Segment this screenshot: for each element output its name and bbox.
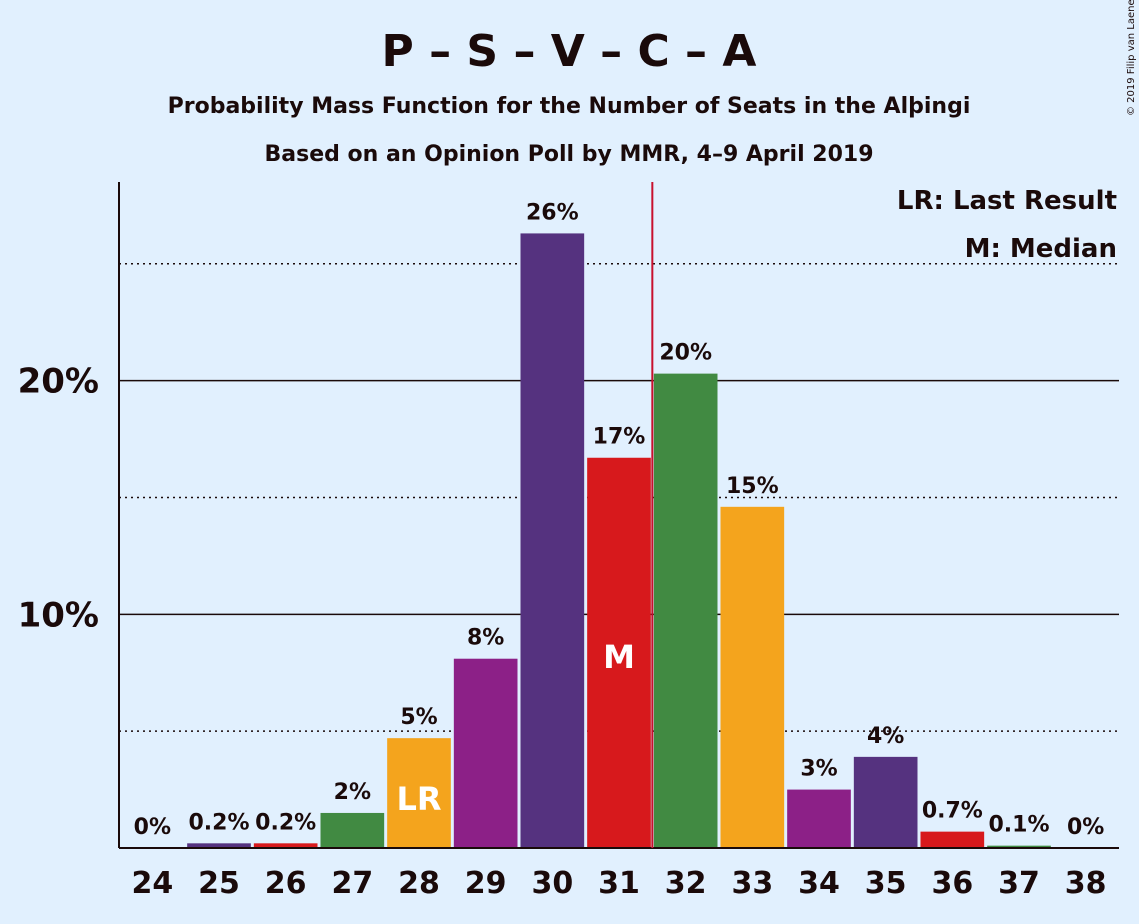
x-tick-label-30: 30 <box>531 866 573 901</box>
x-tick-label-32: 32 <box>665 866 707 901</box>
data-label-26: 0.2% <box>255 810 316 835</box>
y-axis-ticks: 10% 20% <box>18 362 99 636</box>
x-tick-label-26: 26 <box>265 866 307 901</box>
x-tick-label-29: 29 <box>465 866 507 901</box>
data-label-29: 8% <box>467 626 504 651</box>
median-marker: M <box>603 638 635 676</box>
data-label-32: 20% <box>659 341 712 366</box>
chart-subtitle: Probability Mass Function for the Number… <box>168 94 971 119</box>
data-label-33: 15% <box>726 474 779 499</box>
data-label-30: 26% <box>526 200 579 225</box>
data-label-24: 0% <box>134 815 171 840</box>
data-label-25: 0.2% <box>188 810 249 835</box>
bar-27 <box>320 812 385 848</box>
bar-28 <box>387 738 451 848</box>
data-label-28: 5% <box>400 705 437 730</box>
legend-last-result: LR: Last Result <box>897 186 1117 216</box>
bar-36 <box>920 831 985 848</box>
bar-33 <box>720 506 785 848</box>
data-label-36: 0.7% <box>922 799 983 824</box>
bar-31 <box>587 457 651 848</box>
bar-35 <box>853 756 918 848</box>
data-label-35: 4% <box>867 724 904 749</box>
x-tick-label-27: 27 <box>331 866 373 901</box>
bar-37 <box>987 845 1051 848</box>
x-tick-label-35: 35 <box>865 866 907 901</box>
x-tick-label-25: 25 <box>198 866 240 901</box>
bar-26 <box>253 843 318 848</box>
x-tick-label-33: 33 <box>731 866 773 901</box>
x-tick-label-36: 36 <box>931 866 973 901</box>
data-labels: 0% 0.2% 0.2%2%5%LR8%26%17%M20%15%3%4%0.7%0… <box>134 200 1105 840</box>
data-label-34: 3% <box>800 757 837 782</box>
copyright-note: © 2019 Filip van Laenen <box>1126 0 1137 116</box>
x-axis-ticks: 24 25 26 27 28 29 30 31 32 33 34 35 36 37 38 <box>131 866 1106 901</box>
x-tick-label-37: 37 <box>998 866 1040 901</box>
bar-32 <box>653 373 718 848</box>
x-tick-label-24: 24 <box>131 866 173 901</box>
x-tick-label-31: 31 <box>598 866 640 901</box>
bar-29 <box>453 658 518 848</box>
chart-subtitle-2: Based on an Opinion Poll by MMR, 4–9 Apr… <box>264 142 873 167</box>
bar-34 <box>787 789 851 848</box>
data-label-38: 0% <box>1067 815 1104 840</box>
data-label-37: 0.1% <box>988 813 1049 838</box>
bar-25 <box>187 843 251 848</box>
x-tick-label-34: 34 <box>798 866 840 901</box>
last-result-marker: LR <box>396 780 441 818</box>
chart-title: P – S – V – C – A <box>382 26 757 77</box>
bar-30 <box>520 233 585 848</box>
x-tick-label-28: 28 <box>398 866 440 901</box>
bars <box>187 233 1051 848</box>
y-tick-label: 10% <box>18 595 99 635</box>
x-tick-label-38: 38 <box>1065 866 1107 901</box>
y-tick-label: 20% <box>18 362 99 402</box>
legend-median: M: Median <box>965 234 1117 264</box>
data-label-31: 17% <box>593 425 646 450</box>
data-label-27: 2% <box>334 780 371 805</box>
